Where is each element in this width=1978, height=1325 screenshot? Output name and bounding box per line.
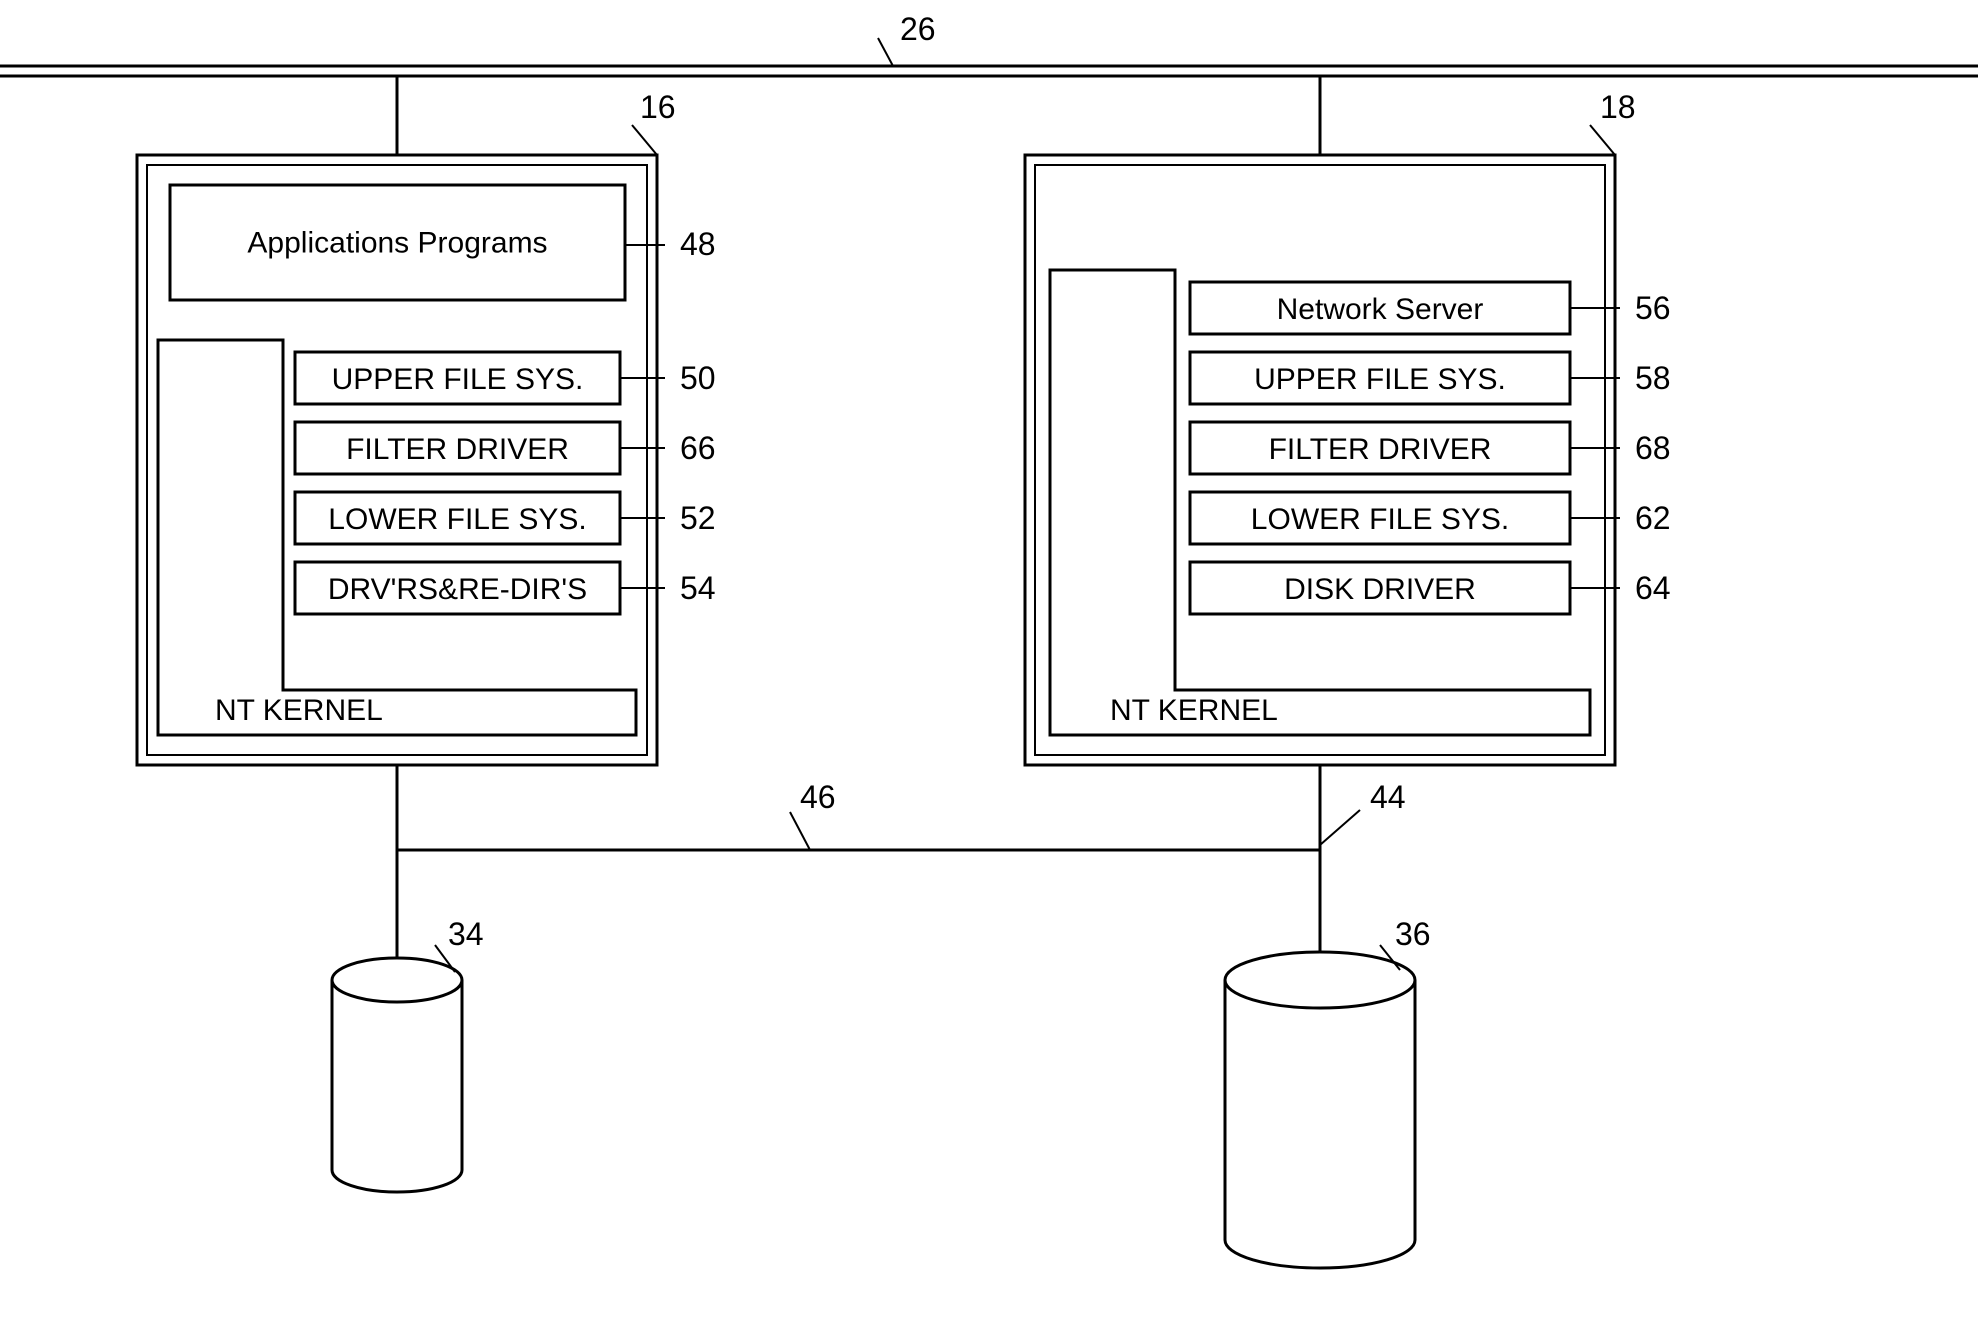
bus-ref: 26 [900, 11, 936, 47]
left-row-label-2: LOWER FILE SYS. [328, 503, 586, 536]
left-row-label-0: UPPER FILE SYS. [332, 363, 584, 396]
ref-44-tick [1320, 810, 1360, 845]
left-row-ref-2: 52 [680, 500, 716, 536]
left-disk-ref: 34 [448, 916, 484, 952]
right-ref: 18 [1600, 89, 1636, 125]
right-disk-bottom [1225, 1240, 1415, 1268]
left-row-label-1: FILTER DRIVER [346, 433, 569, 466]
right-row-ref-0: 56 [1635, 290, 1671, 326]
apps-ref: 48 [680, 226, 716, 262]
left-row-ref-1: 66 [680, 430, 716, 466]
left-ref: 16 [640, 89, 676, 125]
apps-label: Applications Programs [247, 227, 547, 260]
right-row-label-3: LOWER FILE SYS. [1251, 503, 1509, 536]
right-disk-top [1225, 952, 1415, 1008]
ref-46-tick [790, 812, 810, 850]
right-disk-ref: 36 [1395, 916, 1431, 952]
left-row-ref-0: 50 [680, 360, 716, 396]
left-kernel-L [158, 340, 636, 735]
right-row-label-1: UPPER FILE SYS. [1254, 363, 1506, 396]
left-disk-top [332, 958, 462, 1002]
left-disk-bottom [332, 1170, 462, 1192]
left-row-label-3: DRV'RS&RE-DIR'S [328, 573, 587, 606]
right-row-label-2: FILTER DRIVER [1269, 433, 1492, 466]
right-row-ref-1: 58 [1635, 360, 1671, 396]
left-ref-tick [632, 125, 657, 155]
left-kernel-label: NT KERNEL [215, 694, 383, 727]
right-row-ref-4: 64 [1635, 570, 1671, 606]
left-row-ref-3: 54 [680, 570, 716, 606]
right-row-ref-2: 68 [1635, 430, 1671, 466]
bus-ref-tick [878, 38, 893, 66]
right-row-label-0: Network Server [1277, 293, 1484, 326]
right-row-label-4: DISK DRIVER [1284, 573, 1476, 606]
ref-44: 44 [1370, 779, 1406, 815]
ref-46: 46 [800, 779, 836, 815]
right-row-ref-3: 62 [1635, 500, 1671, 536]
right-kernel-label: NT KERNEL [1110, 694, 1278, 727]
right-ref-tick [1590, 125, 1615, 155]
